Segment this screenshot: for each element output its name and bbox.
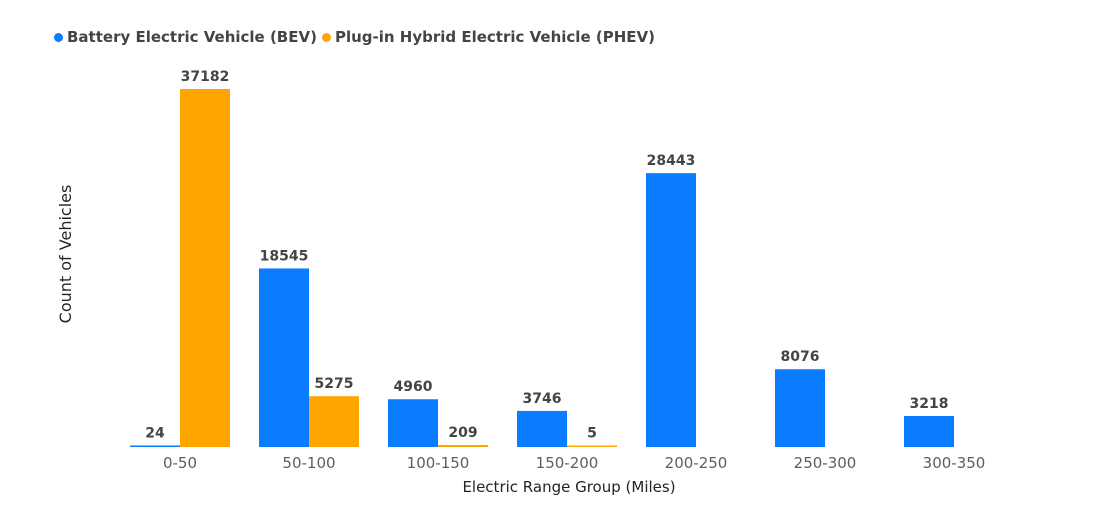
x-tick-label-200-250: 200-250: [665, 454, 728, 472]
bar-bev-250-300[interactable]: [775, 369, 825, 447]
bar-phev-0-50[interactable]: [180, 89, 230, 447]
legend: Battery Electric Vehicle (BEV) Plug-in H…: [54, 28, 660, 46]
data-label-bev-250-300: 8076: [781, 349, 820, 365]
bar-phev-150-200[interactable]: [567, 445, 617, 448]
data-label-bev-150-200: 3746: [523, 391, 562, 407]
data-label-bev-50-100: 18545: [260, 248, 309, 264]
bar-bev-100-150[interactable]: [388, 399, 438, 447]
bars-layer: [130, 89, 954, 447]
legend-marker-bev: [54, 32, 63, 42]
bar-bev-200-250[interactable]: [646, 173, 696, 447]
x-tick-label-150-200: 150-200: [536, 454, 599, 472]
x-tick-label-0-50: 0-50: [163, 454, 197, 472]
data-labels-layer: 24 37182 18545 5275 4960 209 3746 5 28443 8076 321…: [145, 69, 948, 442]
bar-bev-0-50[interactable]: [130, 445, 180, 448]
x-tick-labels-layer: 0-50 50-100 100-150 150-200 200-250 250-300 30…: [163, 454, 985, 472]
x-tick-label-100-150: 100-150: [407, 454, 470, 472]
data-label-phev-150-200: 5: [587, 426, 597, 442]
legend-item-bev[interactable]: Battery Electric Vehicle (BEV): [54, 28, 317, 46]
bar-bev-300-350[interactable]: [904, 416, 954, 447]
data-label-phev-50-100: 5275: [315, 376, 354, 392]
legend-item-phev[interactable]: Plug-in Hybrid Electric Vehicle (PHEV): [321, 28, 655, 46]
bar-bev-50-100[interactable]: [259, 268, 309, 447]
data-label-bev-0-50: 24: [145, 426, 165, 442]
legend-label-bev: Battery Electric Vehicle (BEV): [67, 28, 317, 46]
data-label-phev-100-150: 209: [448, 425, 477, 441]
x-tick-label-250-300: 250-300: [794, 454, 857, 472]
y-axis-label: Count of Vehicles: [56, 185, 75, 324]
data-label-bev-200-250: 28443: [647, 153, 696, 169]
data-label-phev-0-50: 37182: [181, 69, 230, 85]
x-tick-label-50-100: 50-100: [282, 454, 335, 472]
x-tick-label-300-350: 300-350: [923, 454, 986, 472]
legend-marker-phev: [321, 32, 331, 42]
data-label-bev-100-150: 4960: [394, 379, 433, 395]
legend-label-phev: Plug-in Hybrid Electric Vehicle (PHEV): [334, 28, 655, 46]
bar-phev-100-150[interactable]: [438, 444, 488, 447]
bar-bev-150-200[interactable]: [517, 410, 567, 447]
bar-phev-50-100[interactable]: [309, 396, 359, 447]
data-label-bev-300-350: 3218: [910, 396, 949, 412]
x-axis-label: Electric Range Group (Miles): [462, 478, 675, 496]
